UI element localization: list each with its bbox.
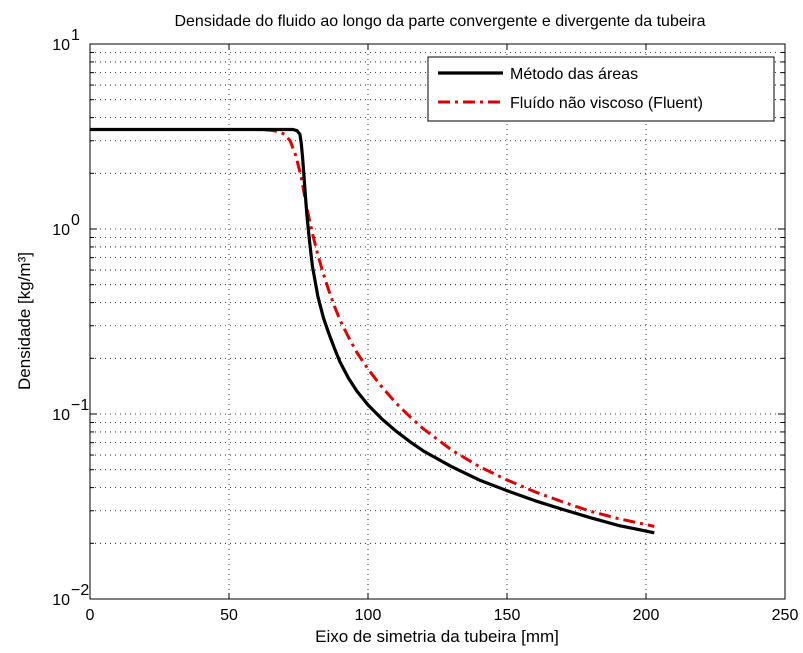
grid xyxy=(90,44,785,599)
ticks xyxy=(89,44,786,599)
chart-title: Densidade do fluido ao longo da parte co… xyxy=(174,13,705,30)
y-tick-exponent: 1 xyxy=(71,27,80,44)
series-line-metodo xyxy=(90,127,655,535)
y-tick-exponent: 0 xyxy=(71,212,80,229)
x-tick-label: 100 xyxy=(355,607,382,624)
series-line-fluent xyxy=(90,128,655,528)
y-tick-exponent: −2 xyxy=(71,582,89,599)
x-tick-label: 50 xyxy=(220,607,238,624)
plot-area xyxy=(90,44,785,599)
legend-label-metodo: Método das áreas xyxy=(510,66,638,83)
x-tick-label: 150 xyxy=(494,607,521,624)
x-tick-label: 200 xyxy=(633,607,660,624)
x-axis-label: Eixo de simetria da tubeira [mm] xyxy=(315,627,559,646)
y-tick-label: 10 xyxy=(52,592,70,609)
plot-frame xyxy=(89,43,786,600)
legend: Método das áreas Fluído não viscoso (Flu… xyxy=(427,56,775,122)
series-layer xyxy=(90,127,655,535)
y-tick-label: 10 xyxy=(52,407,70,424)
x-tick-label: 250 xyxy=(772,607,799,624)
y-tick-label: 10 xyxy=(52,37,70,54)
y-tick-label: 10 xyxy=(52,222,70,239)
y-tick-exponent: −1 xyxy=(71,397,89,414)
x-tick-label: 0 xyxy=(86,607,95,624)
legend-box xyxy=(427,56,775,122)
y-axis-label: Densidade [kg/m³] xyxy=(15,252,34,390)
legend-label-fluent: Fluído não viscoso (Fluent) xyxy=(510,95,703,112)
